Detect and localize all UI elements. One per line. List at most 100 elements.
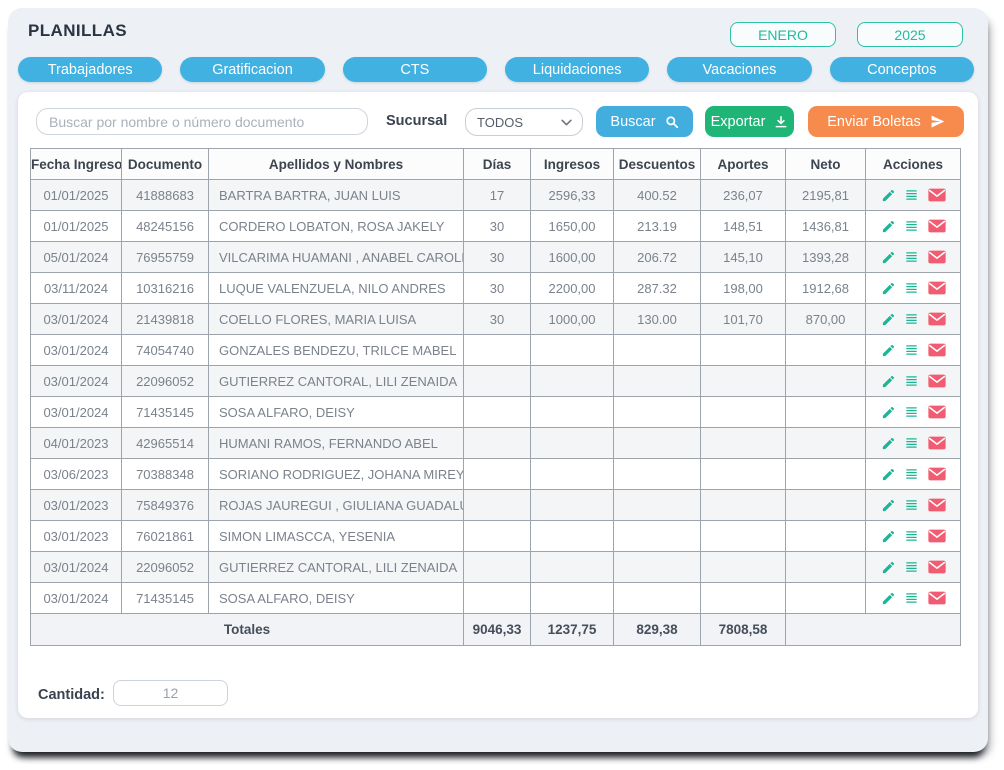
detail-list-icon[interactable]	[904, 281, 919, 295]
cell-fecha-ingreso: 05/01/2024	[30, 241, 122, 273]
edit-pencil-icon[interactable]	[881, 591, 896, 606]
cell-fecha-ingreso: 03/01/2024	[30, 365, 122, 397]
cell-fecha-ingreso: 03/01/2023	[30, 489, 122, 521]
detail-list-icon[interactable]	[904, 405, 919, 419]
mail-envelope-icon[interactable]	[927, 188, 946, 202]
cell-ingresos	[530, 427, 614, 459]
mail-envelope-icon[interactable]	[927, 591, 946, 605]
edit-pencil-icon[interactable]	[881, 188, 896, 203]
detail-list-icon[interactable]	[904, 436, 919, 450]
mail-envelope-icon[interactable]	[927, 250, 946, 264]
buscar-button[interactable]: Buscar	[596, 106, 693, 137]
cell-ingresos	[530, 520, 614, 552]
page-title: PLANILLAS	[28, 21, 127, 40]
tab-liquidaciones[interactable]: Liquidaciones	[504, 57, 650, 82]
detail-list-icon[interactable]	[904, 591, 919, 605]
edit-pencil-icon[interactable]	[881, 374, 896, 389]
table-row: 04/01/2023 42965514 HUMANI RAMOS, FERNAN…	[30, 427, 961, 459]
cell-apellidos-nombres: GONZALES BENDEZU, TRILCE MABEL	[208, 334, 464, 366]
mail-envelope-icon[interactable]	[927, 343, 946, 357]
detail-list-icon[interactable]	[904, 529, 919, 543]
mail-envelope-icon[interactable]	[927, 374, 946, 388]
year-button[interactable]: 2025	[857, 22, 963, 47]
cell-dias	[463, 365, 531, 397]
search-input[interactable]	[36, 108, 368, 135]
cell-dias	[463, 582, 531, 614]
table-row: 03/01/2024 71435145 SOSA ALFARO, DEISY	[30, 582, 961, 614]
mail-envelope-icon[interactable]	[927, 405, 946, 419]
cell-apellidos-nombres: SIMON LIMASCCA, YESENIA	[208, 520, 464, 552]
cell-ingresos	[530, 458, 614, 490]
mail-envelope-icon[interactable]	[927, 436, 946, 450]
table-row: 03/01/2024 21439818 COELLO FLORES, MARIA…	[30, 303, 961, 335]
sucursal-select[interactable]: TODOS	[465, 108, 583, 136]
exportar-button[interactable]: Exportar	[705, 106, 794, 137]
detail-list-icon[interactable]	[904, 343, 919, 357]
cell-dias	[463, 551, 531, 583]
cell-dias: 17	[463, 179, 531, 211]
detail-list-icon[interactable]	[904, 312, 919, 326]
cell-neto: 1436,81	[785, 210, 866, 242]
mail-envelope-icon[interactable]	[927, 312, 946, 326]
edit-pencil-icon[interactable]	[881, 343, 896, 358]
mail-envelope-icon[interactable]	[927, 529, 946, 543]
cell-apellidos-nombres: CORDERO LOBATON, ROSA JAKELY	[208, 210, 464, 242]
edit-pencil-icon[interactable]	[881, 219, 896, 234]
mail-envelope-icon[interactable]	[927, 498, 946, 512]
cell-dias	[463, 520, 531, 552]
detail-list-icon[interactable]	[904, 467, 919, 481]
cell-documento: 48245156	[121, 210, 209, 242]
table-row: 03/01/2023 75849376 ROJAS JAUREGUI , GIU…	[30, 489, 961, 521]
cell-aportes: 148,51	[700, 210, 786, 242]
cell-acciones	[865, 241, 961, 273]
detail-list-icon[interactable]	[904, 498, 919, 512]
cell-descuentos	[613, 520, 701, 552]
col-header-aportes: Aportes	[700, 148, 786, 180]
cell-ingresos	[530, 489, 614, 521]
cell-acciones	[865, 396, 961, 428]
cell-acciones	[865, 458, 961, 490]
detail-list-icon[interactable]	[904, 560, 919, 574]
cell-apellidos-nombres: SOSA ALFARO, DEISY	[208, 396, 464, 428]
edit-pencil-icon[interactable]	[881, 250, 896, 265]
mail-envelope-icon[interactable]	[927, 560, 946, 574]
cell-aportes: 198,00	[700, 272, 786, 304]
table-row: 03/01/2024 22096052 GUTIERREZ CANTORAL, …	[30, 551, 961, 583]
cell-neto	[785, 582, 866, 614]
edit-pencil-icon[interactable]	[881, 529, 896, 544]
cell-dias	[463, 396, 531, 428]
mail-envelope-icon[interactable]	[927, 467, 946, 481]
tab-vacaciones[interactable]: Vacaciones	[667, 57, 812, 82]
edit-pencil-icon[interactable]	[881, 498, 896, 513]
cell-aportes	[700, 520, 786, 552]
detail-list-icon[interactable]	[904, 374, 919, 388]
col-header-ingresos: Ingresos	[530, 148, 614, 180]
detail-list-icon[interactable]	[904, 219, 919, 233]
cell-documento: 41888683	[121, 179, 209, 211]
edit-pencil-icon[interactable]	[881, 281, 896, 296]
mail-envelope-icon[interactable]	[927, 281, 946, 295]
sucursal-selected-value: TODOS	[477, 114, 523, 130]
detail-list-icon[interactable]	[904, 250, 919, 264]
edit-pencil-icon[interactable]	[881, 312, 896, 327]
table-row: 01/01/2025 48245156 CORDERO LOBATON, ROS…	[30, 210, 961, 242]
enviar-boletas-button[interactable]: Enviar Boletas	[808, 106, 964, 137]
cell-neto: 1912,68	[785, 272, 866, 304]
edit-pencil-icon[interactable]	[881, 560, 896, 575]
cell-apellidos-nombres: VILCARIMA HUAMANI , ANABEL CAROLINA	[208, 241, 464, 273]
month-button[interactable]: ENERO	[730, 22, 836, 47]
cantidad-input[interactable]	[113, 680, 228, 706]
edit-pencil-icon[interactable]	[881, 436, 896, 451]
tab-trabajadores[interactable]: Trabajadores	[18, 57, 163, 82]
edit-pencil-icon[interactable]	[881, 405, 896, 420]
tab-conceptos[interactable]: Conceptos	[829, 57, 974, 82]
tab-gratificacion[interactable]: Gratificacion	[180, 57, 325, 82]
totals-ingresos: 1237,75	[530, 613, 614, 646]
cell-documento: 71435145	[121, 396, 209, 428]
cell-neto	[785, 489, 866, 521]
edit-pencil-icon[interactable]	[881, 467, 896, 482]
tab-cts[interactable]: CTS	[342, 57, 487, 82]
detail-list-icon[interactable]	[904, 188, 919, 202]
mail-envelope-icon[interactable]	[927, 219, 946, 233]
cell-acciones	[865, 179, 961, 211]
